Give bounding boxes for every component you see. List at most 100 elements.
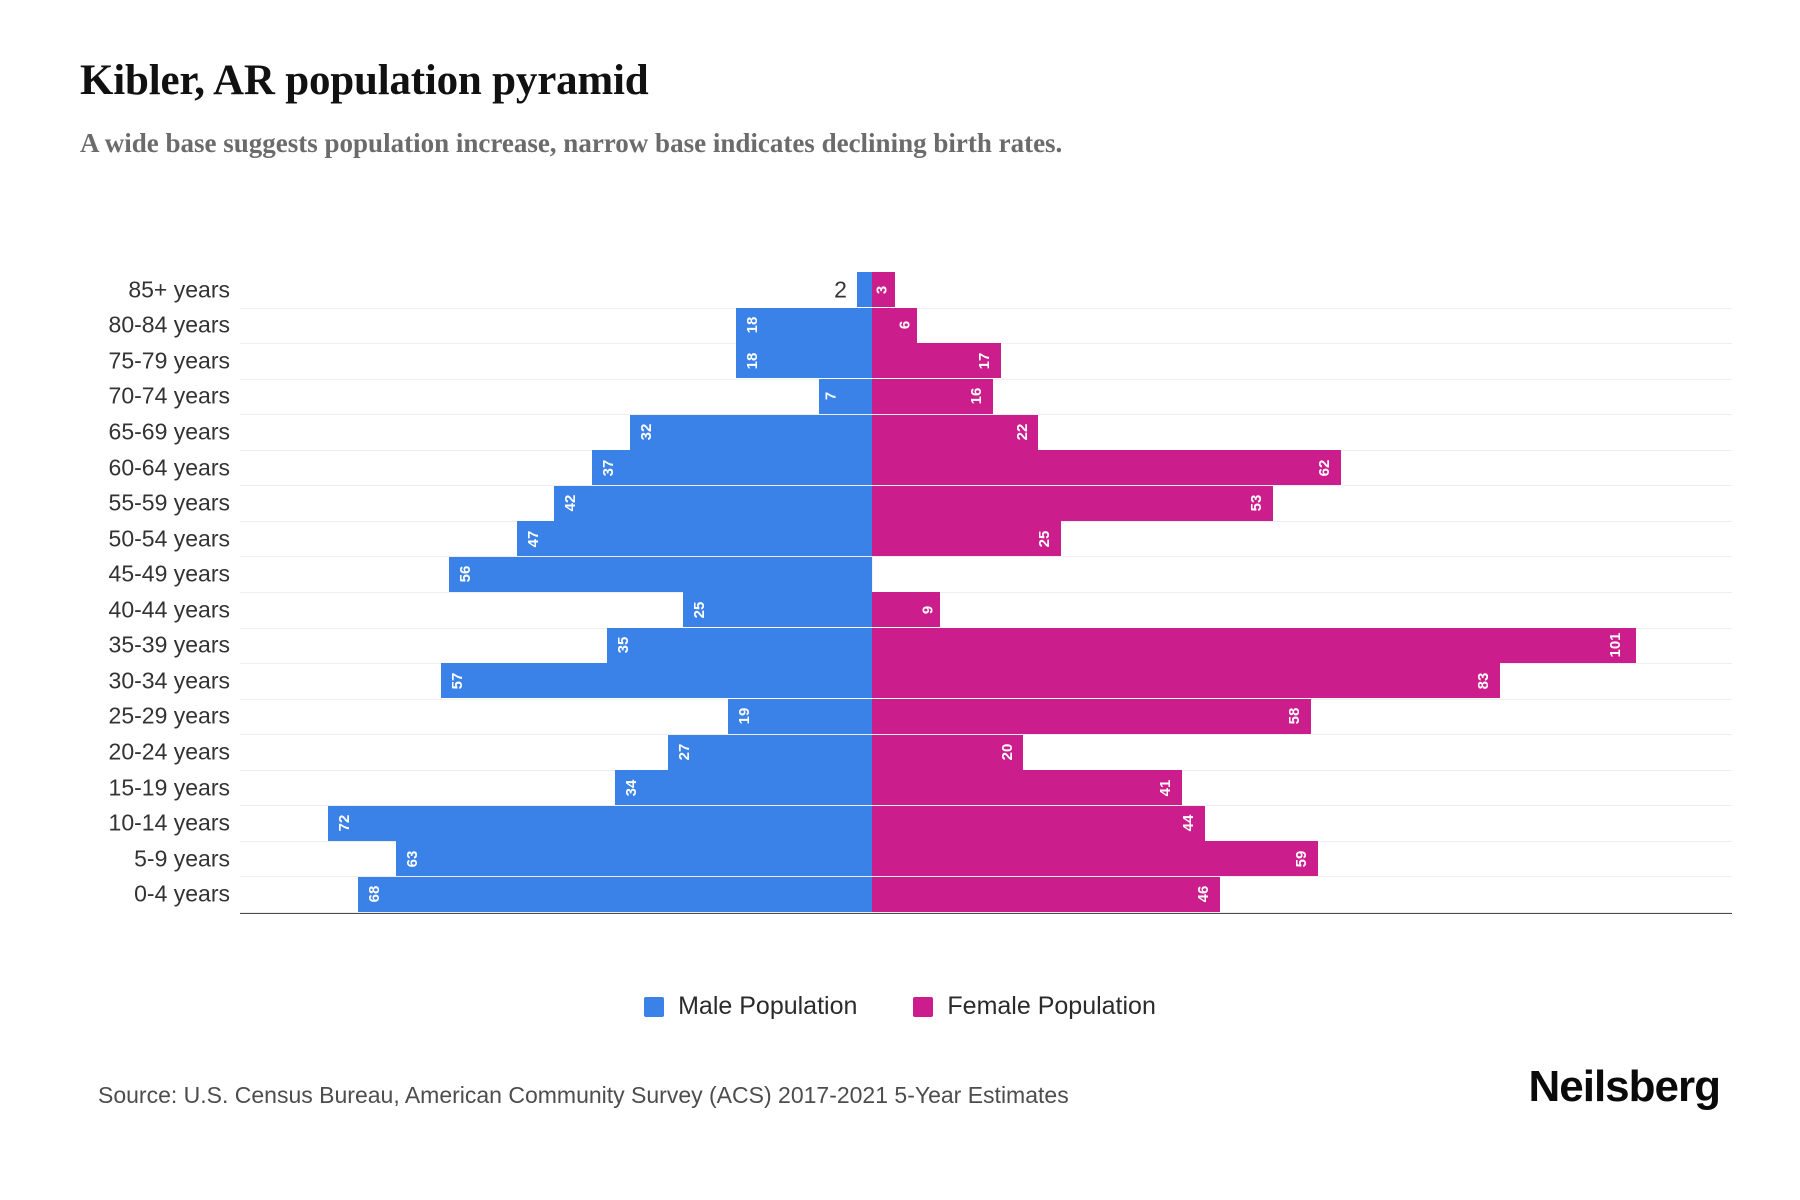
bar-male[interactable]: 19	[728, 698, 872, 734]
legend-item-female[interactable]: Female Population	[913, 992, 1156, 1021]
y-axis-tick-label: 15-19 years	[108, 774, 230, 801]
bar-male[interactable]: 56	[448, 556, 872, 592]
pyramid-row: 18 6	[240, 307, 1732, 343]
bar-female[interactable]: 101	[872, 627, 1636, 663]
x-axis-baseline	[240, 912, 1732, 914]
bar-female[interactable]: 59	[872, 841, 1319, 877]
pyramid-row: 57 83	[240, 663, 1732, 699]
gridline	[240, 805, 1732, 806]
page-title: Kibler, AR population pyramid	[80, 57, 649, 104]
bar-female[interactable]: 53	[872, 485, 1273, 521]
bar-male[interactable]: 2	[834, 272, 872, 308]
bar-value-male: 2	[834, 276, 847, 303]
y-axis-tick-label: 70-74 years	[108, 382, 230, 409]
bar-value-male: 34	[622, 779, 640, 796]
bar-female[interactable]: 46	[872, 876, 1220, 912]
bar-value-female: 16	[968, 388, 986, 405]
bar-male[interactable]: 72	[327, 805, 872, 841]
bar-female[interactable]: 20	[872, 734, 1024, 770]
bar-male[interactable]: 47	[516, 521, 872, 557]
bar-female[interactable]: 25	[872, 521, 1062, 557]
bar-male[interactable]: 18	[735, 307, 872, 343]
bar-value-female: 41	[1157, 779, 1175, 796]
bar-female[interactable]: 44	[872, 805, 1205, 841]
bar-female[interactable]: 6	[872, 307, 918, 343]
bar-female[interactable]: 3	[872, 272, 895, 308]
y-axis-tick-label: 80-84 years	[108, 311, 230, 338]
bar-female[interactable]: 16	[872, 378, 993, 414]
bar-male[interactable]: 32	[630, 414, 872, 450]
bar-male[interactable]: 7	[819, 378, 872, 414]
source-note: Source: U.S. Census Bureau, American Com…	[98, 1082, 1069, 1108]
bar-male[interactable]: 37	[592, 450, 872, 486]
gridline	[240, 556, 1732, 557]
y-axis-tick-label: 50-54 years	[108, 525, 230, 552]
pyramid-row: 32 22	[240, 414, 1732, 450]
bar-value-male: 63	[403, 850, 421, 867]
bar-value-male: 25	[690, 601, 708, 619]
bar-value-male: 19	[736, 708, 754, 725]
page-subtitle: A wide base suggests population increase…	[80, 128, 1063, 158]
bar-female[interactable]: 17	[872, 343, 1001, 379]
y-axis-tick-label: 30-34 years	[108, 667, 230, 694]
bar-value-female: 6	[896, 321, 914, 330]
bar-value-female: 83	[1474, 672, 1492, 690]
gridline	[240, 876, 1732, 877]
y-axis-tick-label: 20-24 years	[108, 738, 230, 765]
bar-male[interactable]: 57	[440, 663, 872, 699]
pyramid-row: 42 53	[240, 485, 1732, 521]
bar-male[interactable]: 68	[357, 876, 872, 912]
bar-male[interactable]: 35	[607, 627, 872, 663]
bar-male[interactable]: 42	[554, 485, 872, 521]
bar-male[interactable]: 27	[667, 734, 872, 770]
bar-value-male: 57	[448, 672, 466, 690]
bar-value-male: 56	[456, 565, 474, 583]
bar-male[interactable]: 18	[735, 343, 872, 379]
pyramid-row: 37 62	[240, 450, 1732, 486]
legend-item-male[interactable]: Male Population	[644, 992, 857, 1021]
bar-male[interactable]: 34	[614, 770, 872, 806]
legend-label-female: Female Population	[947, 992, 1156, 1020]
bar-value-male: 32	[637, 423, 655, 441]
bar-value-female: 44	[1179, 814, 1197, 832]
bar-female[interactable]: 22	[872, 414, 1039, 450]
pyramid-row: 56	[240, 556, 1732, 592]
y-axis-tick-label: 5-9 years	[134, 845, 230, 872]
bar-female[interactable]: 83	[872, 663, 1500, 699]
pyramid-row: 25 9	[240, 592, 1732, 628]
y-axis-tick-label: 35-39 years	[108, 631, 230, 658]
pyramid-row: 34 41	[240, 770, 1732, 806]
bar-value-female: 59	[1293, 850, 1311, 867]
bar-value-female: 58	[1285, 708, 1303, 725]
bar-male[interactable]: 25	[682, 592, 872, 628]
bar-value-male: 42	[562, 494, 580, 512]
bar-value-male: 37	[600, 459, 618, 476]
bar-male[interactable]: 63	[395, 841, 872, 877]
y-axis-tick-label: 45-49 years	[108, 560, 230, 587]
legend-label-male: Male Population	[678, 992, 858, 1020]
pyramid-row: 27 20	[240, 734, 1732, 770]
y-axis-labels: 85+ years 80-84 years 75-79 years 70-74 yea…	[0, 272, 230, 912]
bar-value-female: 46	[1195, 885, 1212, 903]
bar-female[interactable]: 58	[872, 698, 1311, 734]
bar-female[interactable]: 62	[872, 450, 1341, 486]
pyramid-row: 7 16	[240, 378, 1732, 414]
brand-logo: Neilsberg	[1528, 1062, 1721, 1111]
bar-value-male: 27	[675, 743, 693, 761]
y-axis-tick-label: 60-64 years	[108, 454, 230, 481]
y-axis-tick-label: 55-59 years	[108, 489, 230, 516]
bar-female[interactable]: 41	[872, 770, 1183, 806]
bar-value-female: 53	[1247, 494, 1265, 512]
gridline	[240, 485, 1732, 486]
bar-value-male: 47	[524, 530, 542, 547]
bar-female[interactable]: 9	[872, 592, 941, 628]
bar-value-male: 7	[822, 392, 840, 401]
bar-value-male: 68	[365, 885, 383, 903]
bar-value-male: 35	[615, 636, 633, 654]
y-axis-tick-label: 40-44 years	[108, 596, 230, 623]
y-axis-tick-label: 25-29 years	[108, 702, 230, 729]
pyramid-row: 72 44	[240, 805, 1732, 841]
gridline	[240, 592, 1732, 593]
bar-value-female: 9	[919, 605, 937, 614]
bar-value-female: 62	[1315, 459, 1333, 476]
